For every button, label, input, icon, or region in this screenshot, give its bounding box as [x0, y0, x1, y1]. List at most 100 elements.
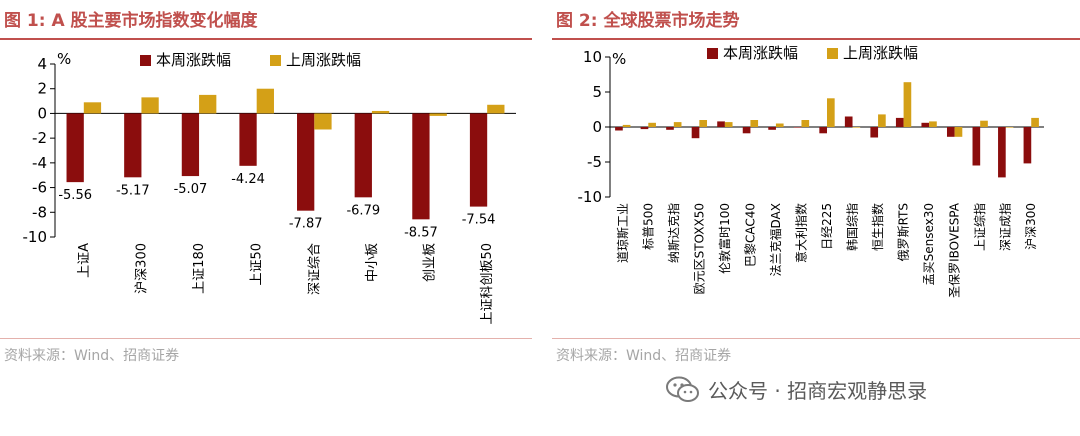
category-label: 创业板 [423, 243, 438, 282]
right-source-rule [552, 338, 1080, 339]
bar-last-week [878, 114, 886, 127]
category-label: 法兰克福DAX [768, 203, 783, 276]
category-label: 上证180 [192, 243, 207, 294]
category-label: 日经225 [820, 203, 834, 250]
y-tick-label: -4 [32, 154, 47, 172]
category-label: 中小板 [365, 243, 380, 282]
bar-this-week [921, 122, 930, 127]
data-label: -4.24 [231, 172, 265, 187]
category-label: 孟买Sensex30 [922, 203, 936, 285]
category-label: 欧元区STOXX50 [692, 203, 706, 294]
data-label: -7.87 [289, 217, 323, 232]
bar-this-week [895, 117, 904, 127]
bar-last-week [1005, 127, 1014, 128]
left-bar-chart: % 4 2 0 -2 -4 -6 -8 -10 -5.56 上证A -5.17 沪深300 -5.07 上证… [23, 50, 516, 325]
bar-this-week [972, 127, 981, 166]
bar-this-week [946, 127, 955, 137]
bar-last-week [929, 121, 937, 127]
bar-last-week [801, 120, 810, 127]
category-label: 韩国综指 [845, 203, 860, 251]
bar-this-week [717, 121, 725, 127]
bar-last-week [903, 82, 912, 127]
left-chart-title: 图 1: A 股主要市场指数变化幅度 [4, 11, 258, 31]
bar-last-week [724, 122, 733, 127]
bar-last-week [852, 127, 861, 128]
category-label: 深证综合 [307, 243, 322, 295]
y-tick-label: -2 [32, 129, 47, 147]
data-label: -5.56 [58, 188, 92, 203]
bar-this-week [691, 127, 700, 139]
bar-this-week [844, 116, 853, 127]
bar-this-week [469, 113, 488, 207]
data-label: -8.57 [404, 225, 438, 240]
right-source-text: 资料来源：Wind、招商证券 [556, 348, 732, 364]
data-label: -6.79 [346, 203, 380, 218]
bar-this-week [793, 127, 802, 128]
category-label: 上证50 [250, 243, 265, 286]
watermark-text: 公众号 · 招商宏观静思录 [708, 379, 928, 403]
y-tick-label: 4 [37, 55, 47, 73]
bar-last-week [648, 122, 656, 127]
legend-swatch-last-week [827, 48, 838, 59]
bar-last-week [256, 88, 274, 114]
legend-label-this-week: 本周涨跌幅 [723, 44, 798, 62]
bar-this-week [239, 113, 257, 166]
bar-this-week [66, 113, 84, 183]
category-label: 沪深300 [1024, 203, 1038, 250]
bar-this-week [615, 127, 623, 131]
y-tick-label: 0 [592, 118, 602, 136]
bar-last-week [314, 113, 332, 130]
data-label: -5.07 [174, 182, 208, 197]
y-tick-label: -10 [578, 188, 603, 206]
y-tick-label: 0 [37, 104, 47, 122]
legend-label-this-week: 本周涨跌幅 [156, 51, 231, 69]
bar-this-week [998, 127, 1006, 178]
category-label: 上证A [77, 243, 92, 278]
category-label: 上证科创板50 [480, 243, 495, 325]
bar-last-week [622, 124, 631, 127]
unit-label: % [57, 50, 71, 68]
bar-this-week [124, 113, 142, 178]
bar-last-week [954, 127, 963, 137]
bar-last-week [750, 120, 759, 127]
category-label: 上证综指 [972, 203, 987, 251]
legend-label-last-week: 上周涨跌幅 [843, 44, 918, 62]
bar-this-week [768, 127, 776, 130]
y-tick-label: -10 [23, 228, 48, 246]
category-label: 俄罗斯RTS [897, 203, 911, 261]
right-title-rule [552, 38, 1080, 40]
category-label: 伦敦富时100 [717, 203, 732, 274]
y-tick-label: -8 [32, 203, 47, 221]
category-label: 圣保罗IBOVESPA [948, 202, 962, 298]
unit-label: % [612, 50, 626, 68]
bar-this-week [666, 127, 674, 130]
wechat-icon [666, 376, 700, 404]
y-tick-label: -6 [32, 179, 47, 197]
category-label: 纳斯达克指 [666, 203, 681, 263]
left-title-rule [0, 38, 532, 40]
bar-last-week [83, 102, 102, 114]
category-label: 深证成指 [998, 203, 1013, 251]
y-tick-label: 2 [37, 80, 47, 98]
bar-this-week [819, 127, 827, 134]
data-label: -5.17 [116, 183, 150, 198]
y-tick-label: -5 [587, 153, 602, 171]
category-label: 标普500 [641, 203, 655, 250]
bar-last-week [980, 120, 988, 127]
category-label: 巴黎CAC40 [743, 203, 757, 267]
bar-this-week [297, 113, 315, 211]
bar-last-week [199, 94, 217, 114]
bar-this-week [181, 113, 200, 177]
y-tick-label: 10 [583, 48, 602, 66]
category-label: 意大利指数 [793, 203, 808, 263]
left-source-text: 资料来源：Wind、招商证券 [4, 348, 180, 364]
bar-last-week [699, 120, 708, 127]
bar-this-week [870, 127, 879, 138]
legend-swatch-this-week [707, 48, 718, 59]
category-label: 恒生指数 [870, 203, 885, 251]
legend-label-last-week: 上周涨跌幅 [286, 51, 361, 69]
bar-this-week [640, 127, 649, 130]
bar-last-week [429, 113, 447, 116]
left-source-rule [0, 338, 532, 339]
bar-this-week [412, 113, 430, 220]
